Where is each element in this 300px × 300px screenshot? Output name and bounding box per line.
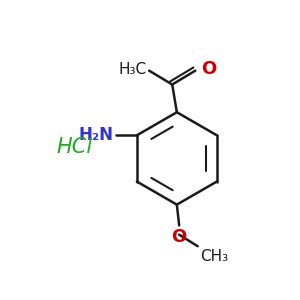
Text: O: O — [201, 61, 216, 79]
Text: HCl: HCl — [57, 137, 93, 157]
Text: O: O — [172, 228, 187, 246]
Text: CH₃: CH₃ — [200, 248, 228, 263]
Text: H₃C: H₃C — [119, 62, 147, 77]
Text: H₂N: H₂N — [79, 126, 114, 144]
